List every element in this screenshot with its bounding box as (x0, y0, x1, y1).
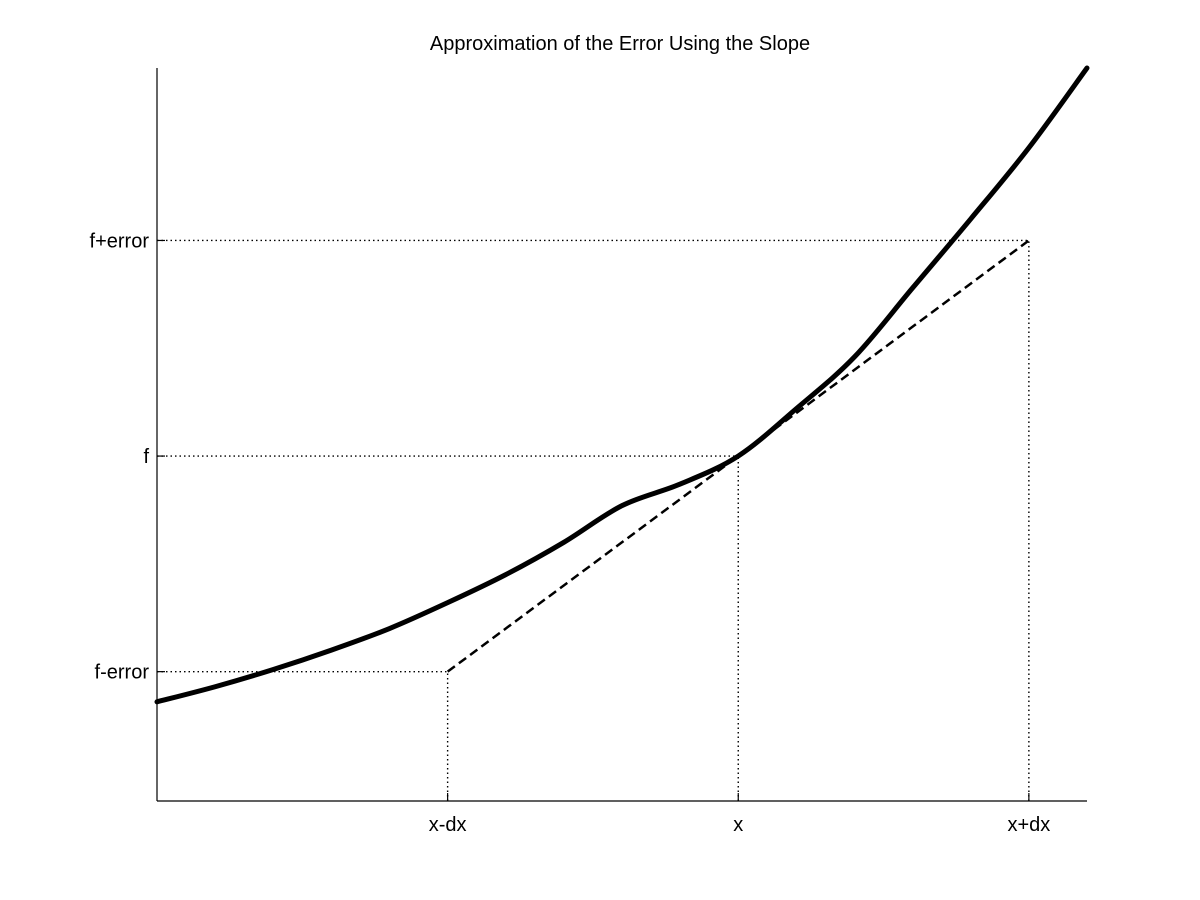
chart-title: Approximation of the Error Using the Slo… (430, 33, 810, 55)
reference-lines (157, 239, 1030, 801)
x-tick-label: x+dx (1007, 814, 1050, 836)
x-ticks: x-dx x x+dx (429, 793, 1050, 836)
tangent-line (446, 239, 1030, 673)
axes (156, 68, 1087, 802)
y-ticks: f-error f f+error (90, 230, 165, 684)
x-tick-label: x-dx (429, 814, 467, 836)
y-tick-label: f-error (95, 662, 150, 684)
x-tick-label: x (733, 814, 743, 836)
y-tick-label: f (143, 446, 149, 468)
function-curve (154, 65, 1090, 705)
y-tick-label: f+error (90, 230, 150, 252)
series-layer (154, 65, 1090, 705)
